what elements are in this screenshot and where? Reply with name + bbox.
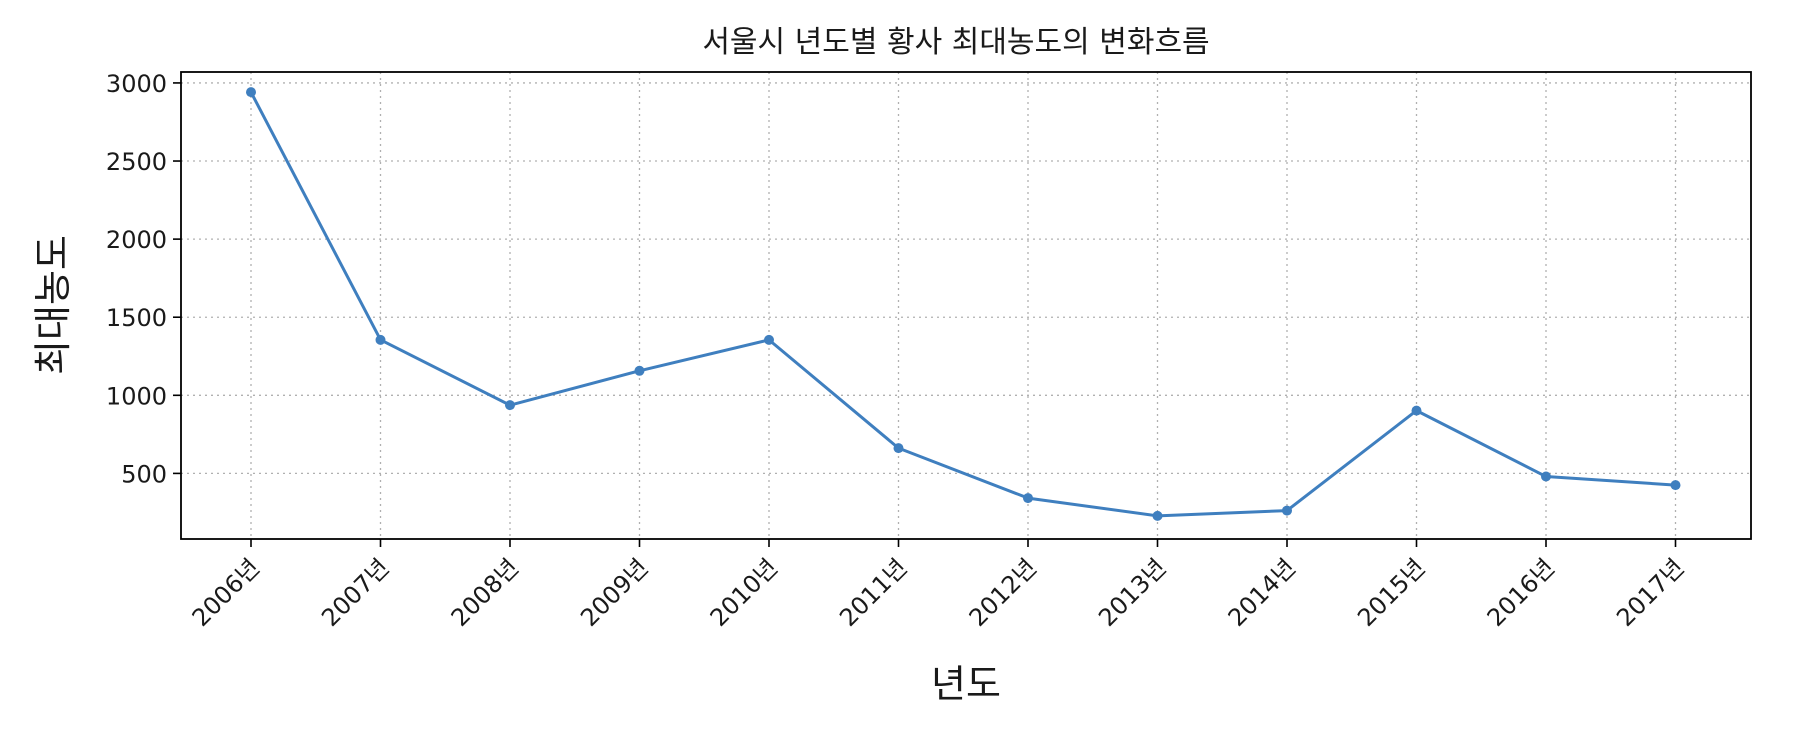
data-point	[246, 87, 256, 98]
y-axis-label: 최대농도	[31, 235, 75, 375]
data-point	[1670, 480, 1681, 491]
axis-layer: 2006년 2007년 2008년 2009년 2010년 2011년 2012년 2013년…	[106, 70, 1690, 632]
data-point	[634, 365, 645, 376]
y-tick-label: 3000	[106, 70, 167, 98]
data-point	[1282, 505, 1292, 516]
data-point	[893, 443, 904, 454]
series-line	[249, 91, 1676, 518]
x-tick-label: 2011년	[834, 553, 913, 632]
series-layer	[246, 87, 1681, 521]
x-tick-label: 2006년	[187, 553, 266, 632]
x-tick-label: 2007년	[316, 553, 395, 632]
data-point	[375, 334, 386, 345]
x-tick-label: 2017년	[1611, 553, 1690, 632]
data-point	[1541, 471, 1551, 482]
data-point	[1023, 493, 1033, 504]
x-tick-label: 2008년	[446, 553, 525, 632]
y-tick-label: 2500	[106, 148, 167, 176]
y-tick-label: 1500	[106, 304, 167, 332]
plot-frame	[180, 71, 1752, 540]
data-point	[764, 334, 774, 345]
x-tick-label: 2016년	[1482, 553, 1561, 632]
x-tick-label: 2013년	[1093, 553, 1172, 632]
y-tick-label: 1000	[106, 382, 167, 410]
data-point	[1152, 510, 1163, 521]
x-tick-label: 2012년	[964, 553, 1043, 632]
y-tick-label: 2000	[106, 226, 167, 254]
x-tick-label: 2010년	[705, 553, 784, 632]
data-point	[1411, 405, 1422, 416]
data-point	[505, 400, 515, 411]
x-tick-label: 2009년	[575, 553, 654, 632]
y-tick-label: 500	[121, 460, 167, 488]
x-tick-label: 2014년	[1223, 553, 1302, 632]
chart-title: 서울시 년도별 황사 최대농도의 변화흐름	[702, 25, 1209, 60]
grid-layer	[181, 72, 1751, 539]
x-axis-label: 년도	[931, 662, 1001, 706]
x-tick-label: 2015년	[1352, 553, 1431, 632]
